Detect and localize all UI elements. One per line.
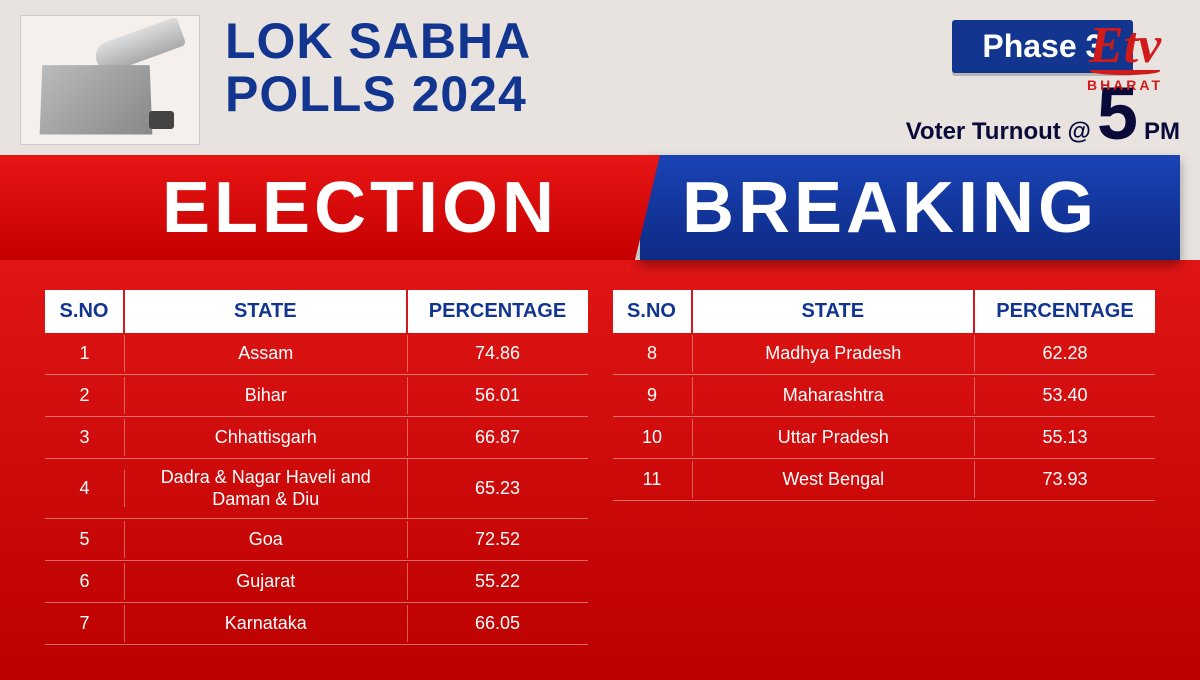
table-row: 8Madhya Pradesh62.28 [613,333,1156,375]
table-row: 1Assam74.86 [45,333,588,375]
cell-state: Goa [125,521,408,559]
cell-sno: 7 [45,605,125,642]
cell-percentage: 55.13 [975,419,1155,456]
table-left-body: 1Assam74.862Bihar56.013Chhattisgarh66.87… [45,333,588,645]
cell-sno: 1 [45,335,125,372]
header-sno: S.NO [45,290,125,333]
turnout-table-left: S.NO STATE PERCENTAGE 1Assam74.862Bihar5… [45,290,588,655]
cell-percentage: 62.28 [975,335,1155,372]
table-row: 4Dadra & Nagar Haveli and Daman & Diu65.… [45,459,588,519]
table-row: 6Gujarat55.22 [45,561,588,603]
cell-sno: 2 [45,377,125,414]
tables-area: S.NO STATE PERCENTAGE 1Assam74.862Bihar5… [0,260,1200,680]
header-section: LOK SABHA POLLS 2024 Phase 3 Voter Turno… [0,0,1200,155]
cell-state: Madhya Pradesh [693,335,976,373]
cell-percentage: 53.40 [975,377,1155,414]
turnout-prefix: Voter Turnout @ [906,118,1091,146]
ballot-illustration [20,15,200,145]
turnout-time-unit: PM [1144,118,1180,146]
banner-left-text: ELECTION [0,155,660,260]
turnout-table-right: S.NO STATE PERCENTAGE 8Madhya Pradesh62.… [613,290,1156,655]
cell-sno: 8 [613,335,693,372]
cell-sno: 10 [613,419,693,456]
ink-pot-icon [149,111,174,129]
cell-percentage: 65.23 [408,470,588,507]
table-row: 11West Bengal73.93 [613,459,1156,501]
cell-sno: 3 [45,419,125,456]
logo-main-text: Etv [1080,25,1170,67]
cell-percentage: 72.52 [408,521,588,558]
cell-percentage: 73.93 [975,461,1155,498]
table-row: 5Goa72.52 [45,519,588,561]
main-title-line1: LOK SABHA [225,15,886,68]
cell-sno: 4 [45,470,125,507]
cell-percentage: 66.87 [408,419,588,456]
header-percentage: PERCENTAGE [975,290,1155,333]
header-state: STATE [693,290,976,333]
table-right-body: 8Madhya Pradesh62.289Maharashtra53.4010U… [613,333,1156,501]
header-state: STATE [125,290,408,333]
table-header-row: S.NO STATE PERCENTAGE [45,290,588,333]
cell-state: Maharashtra [693,377,976,415]
cell-state: Dadra & Nagar Haveli and Daman & Diu [125,459,408,518]
table-row: 3Chhattisgarh66.87 [45,417,588,459]
header-percentage: PERCENTAGE [408,290,588,333]
cell-percentage: 74.86 [408,335,588,372]
cell-sno: 11 [613,461,693,498]
cell-state: Assam [125,335,408,373]
channel-logo: Etv BHARAT [1080,25,1170,115]
banner-right-text: BREAKING [640,155,1180,260]
cell-state: Gujarat [125,563,408,601]
cell-state: West Bengal [693,461,976,499]
table-header-row: S.NO STATE PERCENTAGE [613,290,1156,333]
table-row: 2Bihar56.01 [45,375,588,417]
ballot-box-icon [40,65,153,134]
main-title-line2: POLLS 2024 [225,68,886,121]
cell-state: Chhattisgarh [125,419,408,457]
logo-sub-text: BHARAT [1080,77,1170,93]
header-sno: S.NO [613,290,693,333]
cell-sno: 9 [613,377,693,414]
cell-sno: 5 [45,521,125,558]
table-row: 9Maharashtra53.40 [613,375,1156,417]
table-row: 7Karnataka66.05 [45,603,588,645]
cell-sno: 6 [45,563,125,600]
cell-percentage: 66.05 [408,605,588,642]
title-block: LOK SABHA POLLS 2024 [225,15,886,120]
cell-percentage: 55.22 [408,563,588,600]
breaking-banner: ELECTION BREAKING [0,155,1200,260]
cell-state: Bihar [125,377,408,415]
table-row: 10Uttar Pradesh55.13 [613,417,1156,459]
cell-percentage: 56.01 [408,377,588,414]
cell-state: Uttar Pradesh [693,419,976,457]
cell-state: Karnataka [125,605,408,643]
